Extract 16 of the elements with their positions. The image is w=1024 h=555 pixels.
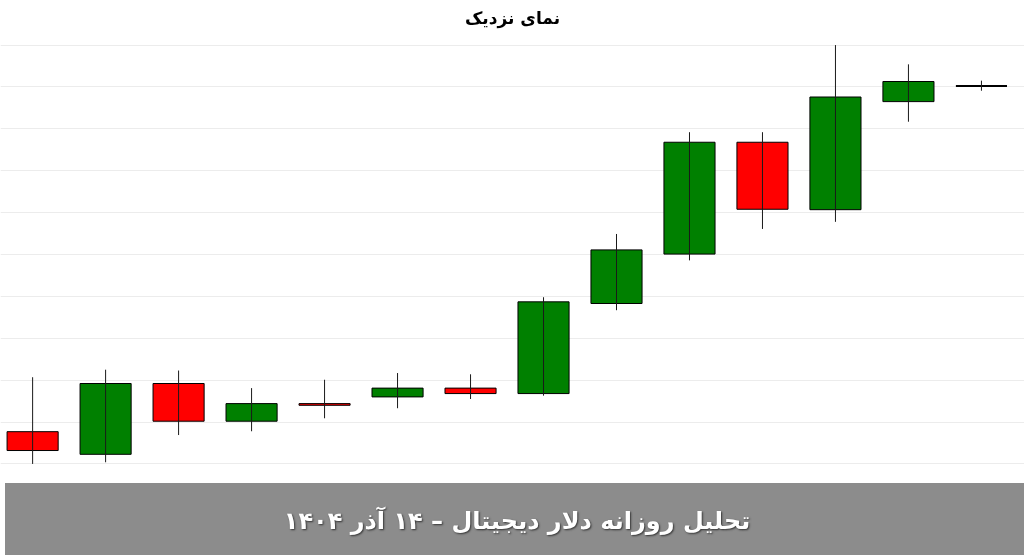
candlestick (79, 369, 132, 463)
candlestick (298, 379, 351, 419)
text: تحلیل روزانه دلار دیجیتال – ۱۴ آذر ۱۴۰۴ (283, 505, 751, 537)
candlestick (663, 131, 716, 261)
chart-title: نمای نزدیک (464, 7, 561, 29)
candlestick (371, 372, 424, 409)
candlestick (590, 233, 643, 311)
candlestick (809, 44, 862, 223)
candlestick (6, 376, 59, 465)
candlestick (152, 370, 205, 436)
candlestick (882, 63, 935, 123)
candlestick (444, 373, 497, 400)
candlestick (225, 387, 278, 432)
candlestick (517, 296, 570, 397)
candlestick (954, 80, 1008, 92)
candlestick (736, 131, 789, 230)
